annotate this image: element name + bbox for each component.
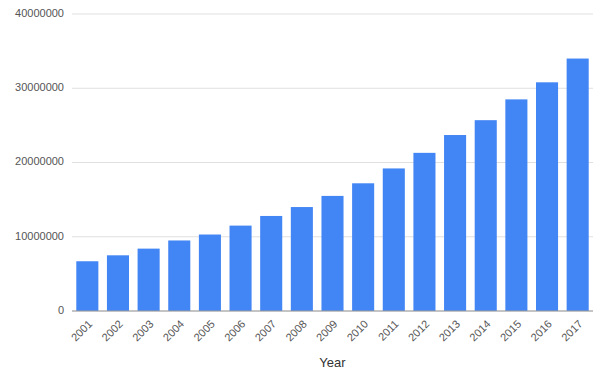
x-tick-label: 2002	[99, 318, 125, 344]
bar	[505, 99, 527, 311]
x-tick-label: 2011	[376, 318, 401, 343]
bar	[383, 168, 405, 311]
bar	[352, 183, 374, 311]
x-tick-label: 2006	[222, 318, 248, 344]
x-tick-label: 2017	[559, 318, 585, 344]
bar	[475, 120, 497, 311]
bar	[260, 216, 282, 311]
bar	[138, 249, 160, 311]
grid-line	[72, 14, 593, 15]
grid-line	[72, 311, 593, 312]
x-tick-label: 2005	[191, 318, 217, 344]
bar	[230, 226, 252, 311]
x-tick-label: 2004	[161, 318, 187, 344]
x-axis-line	[72, 311, 593, 312]
bar	[199, 235, 221, 311]
bar	[107, 255, 129, 311]
bar	[76, 261, 98, 311]
x-axis-label: Year	[319, 355, 346, 370]
y-tick-label: 40000000	[15, 7, 64, 19]
x-tick-label: 2010	[344, 318, 370, 344]
x-tick-label: 2012	[406, 318, 432, 344]
y-tick-label: 0	[58, 304, 64, 316]
y-axis: 0 10000000 20000000 30000000 40000000	[15, 7, 593, 316]
y-tick-label: 20000000	[15, 155, 64, 167]
grid-line	[72, 88, 593, 89]
x-tick-label: 2014	[467, 318, 493, 344]
x-tick-label: 2001	[69, 318, 95, 344]
y-tick-label: 30000000	[15, 81, 64, 93]
x-tick-label: 2003	[130, 318, 156, 344]
x-tick-label: 2009	[314, 318, 340, 344]
x-tick-label: 2015	[498, 318, 524, 344]
bar	[567, 59, 589, 311]
bar	[536, 82, 558, 311]
bar	[444, 135, 466, 311]
bars	[76, 59, 588, 311]
y-tick-label: 10000000	[15, 230, 64, 242]
x-tick-label: 2007	[252, 318, 278, 344]
bar	[321, 196, 343, 311]
x-tick-label: 2008	[283, 318, 309, 344]
x-axis: 2001200220032004200520062007200820092010…	[69, 318, 585, 344]
bar	[413, 153, 435, 311]
chart: 0100000002000000030000000400000002001200…	[0, 0, 605, 373]
bar	[291, 207, 313, 311]
bar	[168, 240, 190, 311]
x-tick-label: 2013	[436, 318, 462, 344]
x-tick-label: 2016	[528, 318, 554, 344]
